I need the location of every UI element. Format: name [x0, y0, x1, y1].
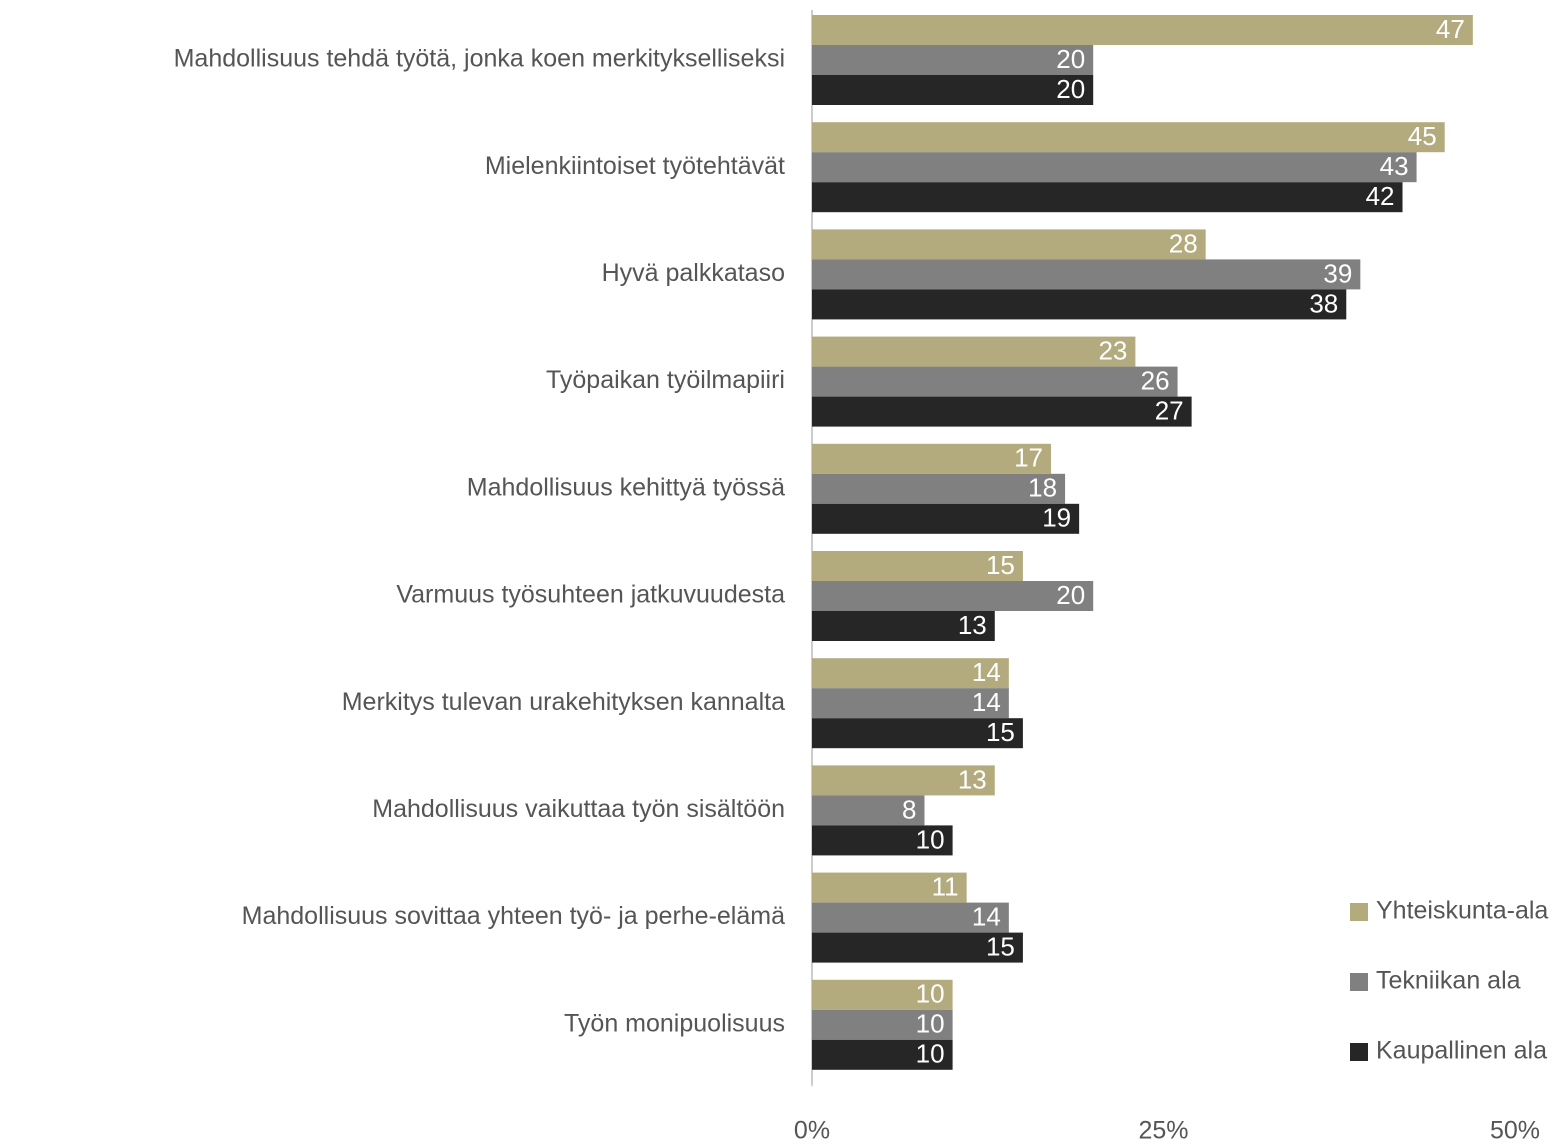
- value-label: 45: [1408, 121, 1437, 151]
- bar: [812, 581, 1094, 611]
- bar: [812, 336, 1136, 367]
- value-label: 15: [986, 717, 1015, 747]
- category-label: Varmuus työsuhteen jatkuvuudesta: [396, 581, 785, 609]
- bar: [812, 718, 1023, 749]
- bar: [812, 122, 1445, 153]
- value-label: 13: [958, 610, 987, 640]
- x-tick-label: 50%: [1490, 1117, 1540, 1145]
- category-label: Hyvä palkkataso: [602, 259, 785, 287]
- value-label: 11: [932, 871, 959, 901]
- bar: [812, 551, 1023, 581]
- value-label: 14: [972, 687, 1001, 717]
- value-label: 28: [1169, 228, 1198, 258]
- bar: [812, 902, 1009, 933]
- category-label: Työpaikan työilmapiiri: [546, 366, 785, 394]
- value-label: 13: [958, 764, 987, 794]
- value-label: 38: [1309, 288, 1338, 318]
- value-label: 20: [1056, 74, 1085, 104]
- value-label: 47: [1436, 14, 1465, 44]
- value-label: 14: [972, 657, 1001, 687]
- value-label: 18: [1028, 473, 1057, 503]
- value-label: 39: [1323, 258, 1352, 288]
- bar: [812, 872, 967, 903]
- category-label: Mielenkiintoiset työtehtävät: [485, 152, 785, 180]
- legend-swatch: [1350, 973, 1368, 991]
- x-tick-label: 0%: [794, 1117, 830, 1145]
- bar: [812, 229, 1206, 260]
- bar: [812, 688, 1009, 719]
- bar: [812, 979, 953, 1010]
- bar: [812, 259, 1361, 290]
- bar: [812, 658, 1009, 689]
- bar: [812, 1009, 953, 1040]
- value-label: 10: [916, 979, 945, 1009]
- category-label: Mahdollisuus vaikuttaa työn sisältöön: [372, 795, 785, 823]
- x-tick-label: 25%: [1138, 1117, 1188, 1145]
- bar: [812, 152, 1417, 183]
- bar: [812, 182, 1403, 213]
- value-label: 14: [972, 901, 1001, 931]
- bar: [812, 765, 995, 796]
- value-label: 43: [1380, 151, 1409, 181]
- legend-label: Tekniikan ala: [1376, 967, 1521, 995]
- bar: [812, 396, 1192, 427]
- category-label: Mahdollisuus tehdä työtä, jonka koen mer…: [174, 45, 785, 73]
- value-label: 17: [1014, 443, 1043, 473]
- bar: [812, 795, 925, 826]
- value-label: 15: [986, 931, 1015, 961]
- value-label: 26: [1141, 365, 1170, 395]
- bar: [812, 611, 995, 641]
- category-label: Merkitys tulevan urakehityksen kannalta: [342, 688, 785, 716]
- value-label: 19: [1042, 503, 1071, 533]
- legend-swatch: [1350, 903, 1368, 921]
- bar: [812, 503, 1080, 534]
- category-label: Mahdollisuus sovittaa yhteen työ- ja per…: [242, 902, 785, 930]
- category-label: Työn monipuolisuus: [564, 1009, 785, 1037]
- bar: [812, 1039, 953, 1070]
- bar: [812, 15, 1473, 45]
- bar: [812, 366, 1178, 397]
- bar: [812, 289, 1347, 320]
- value-label: 20: [1056, 580, 1085, 610]
- value-label: 10: [916, 1009, 945, 1039]
- value-label: 23: [1098, 335, 1127, 365]
- legend-label: Kaupallinen ala: [1376, 1037, 1547, 1065]
- value-label: 20: [1056, 44, 1085, 74]
- bar: [812, 75, 1094, 105]
- value-label: 10: [916, 1039, 945, 1069]
- bar: [812, 473, 1066, 504]
- category-label: Mahdollisuus kehittyä työssä: [467, 473, 785, 501]
- bar: [812, 825, 953, 856]
- value-label: 10: [916, 824, 945, 854]
- value-label: 8: [902, 794, 916, 824]
- value-label: 27: [1155, 395, 1184, 425]
- bar: [812, 932, 1023, 963]
- bar: [812, 443, 1052, 474]
- bar: [812, 45, 1094, 75]
- value-label: 42: [1366, 181, 1395, 211]
- legend-label: Yhteiskunta-ala: [1376, 897, 1548, 925]
- legend-swatch: [1350, 1043, 1368, 1061]
- value-label: 15: [986, 550, 1015, 580]
